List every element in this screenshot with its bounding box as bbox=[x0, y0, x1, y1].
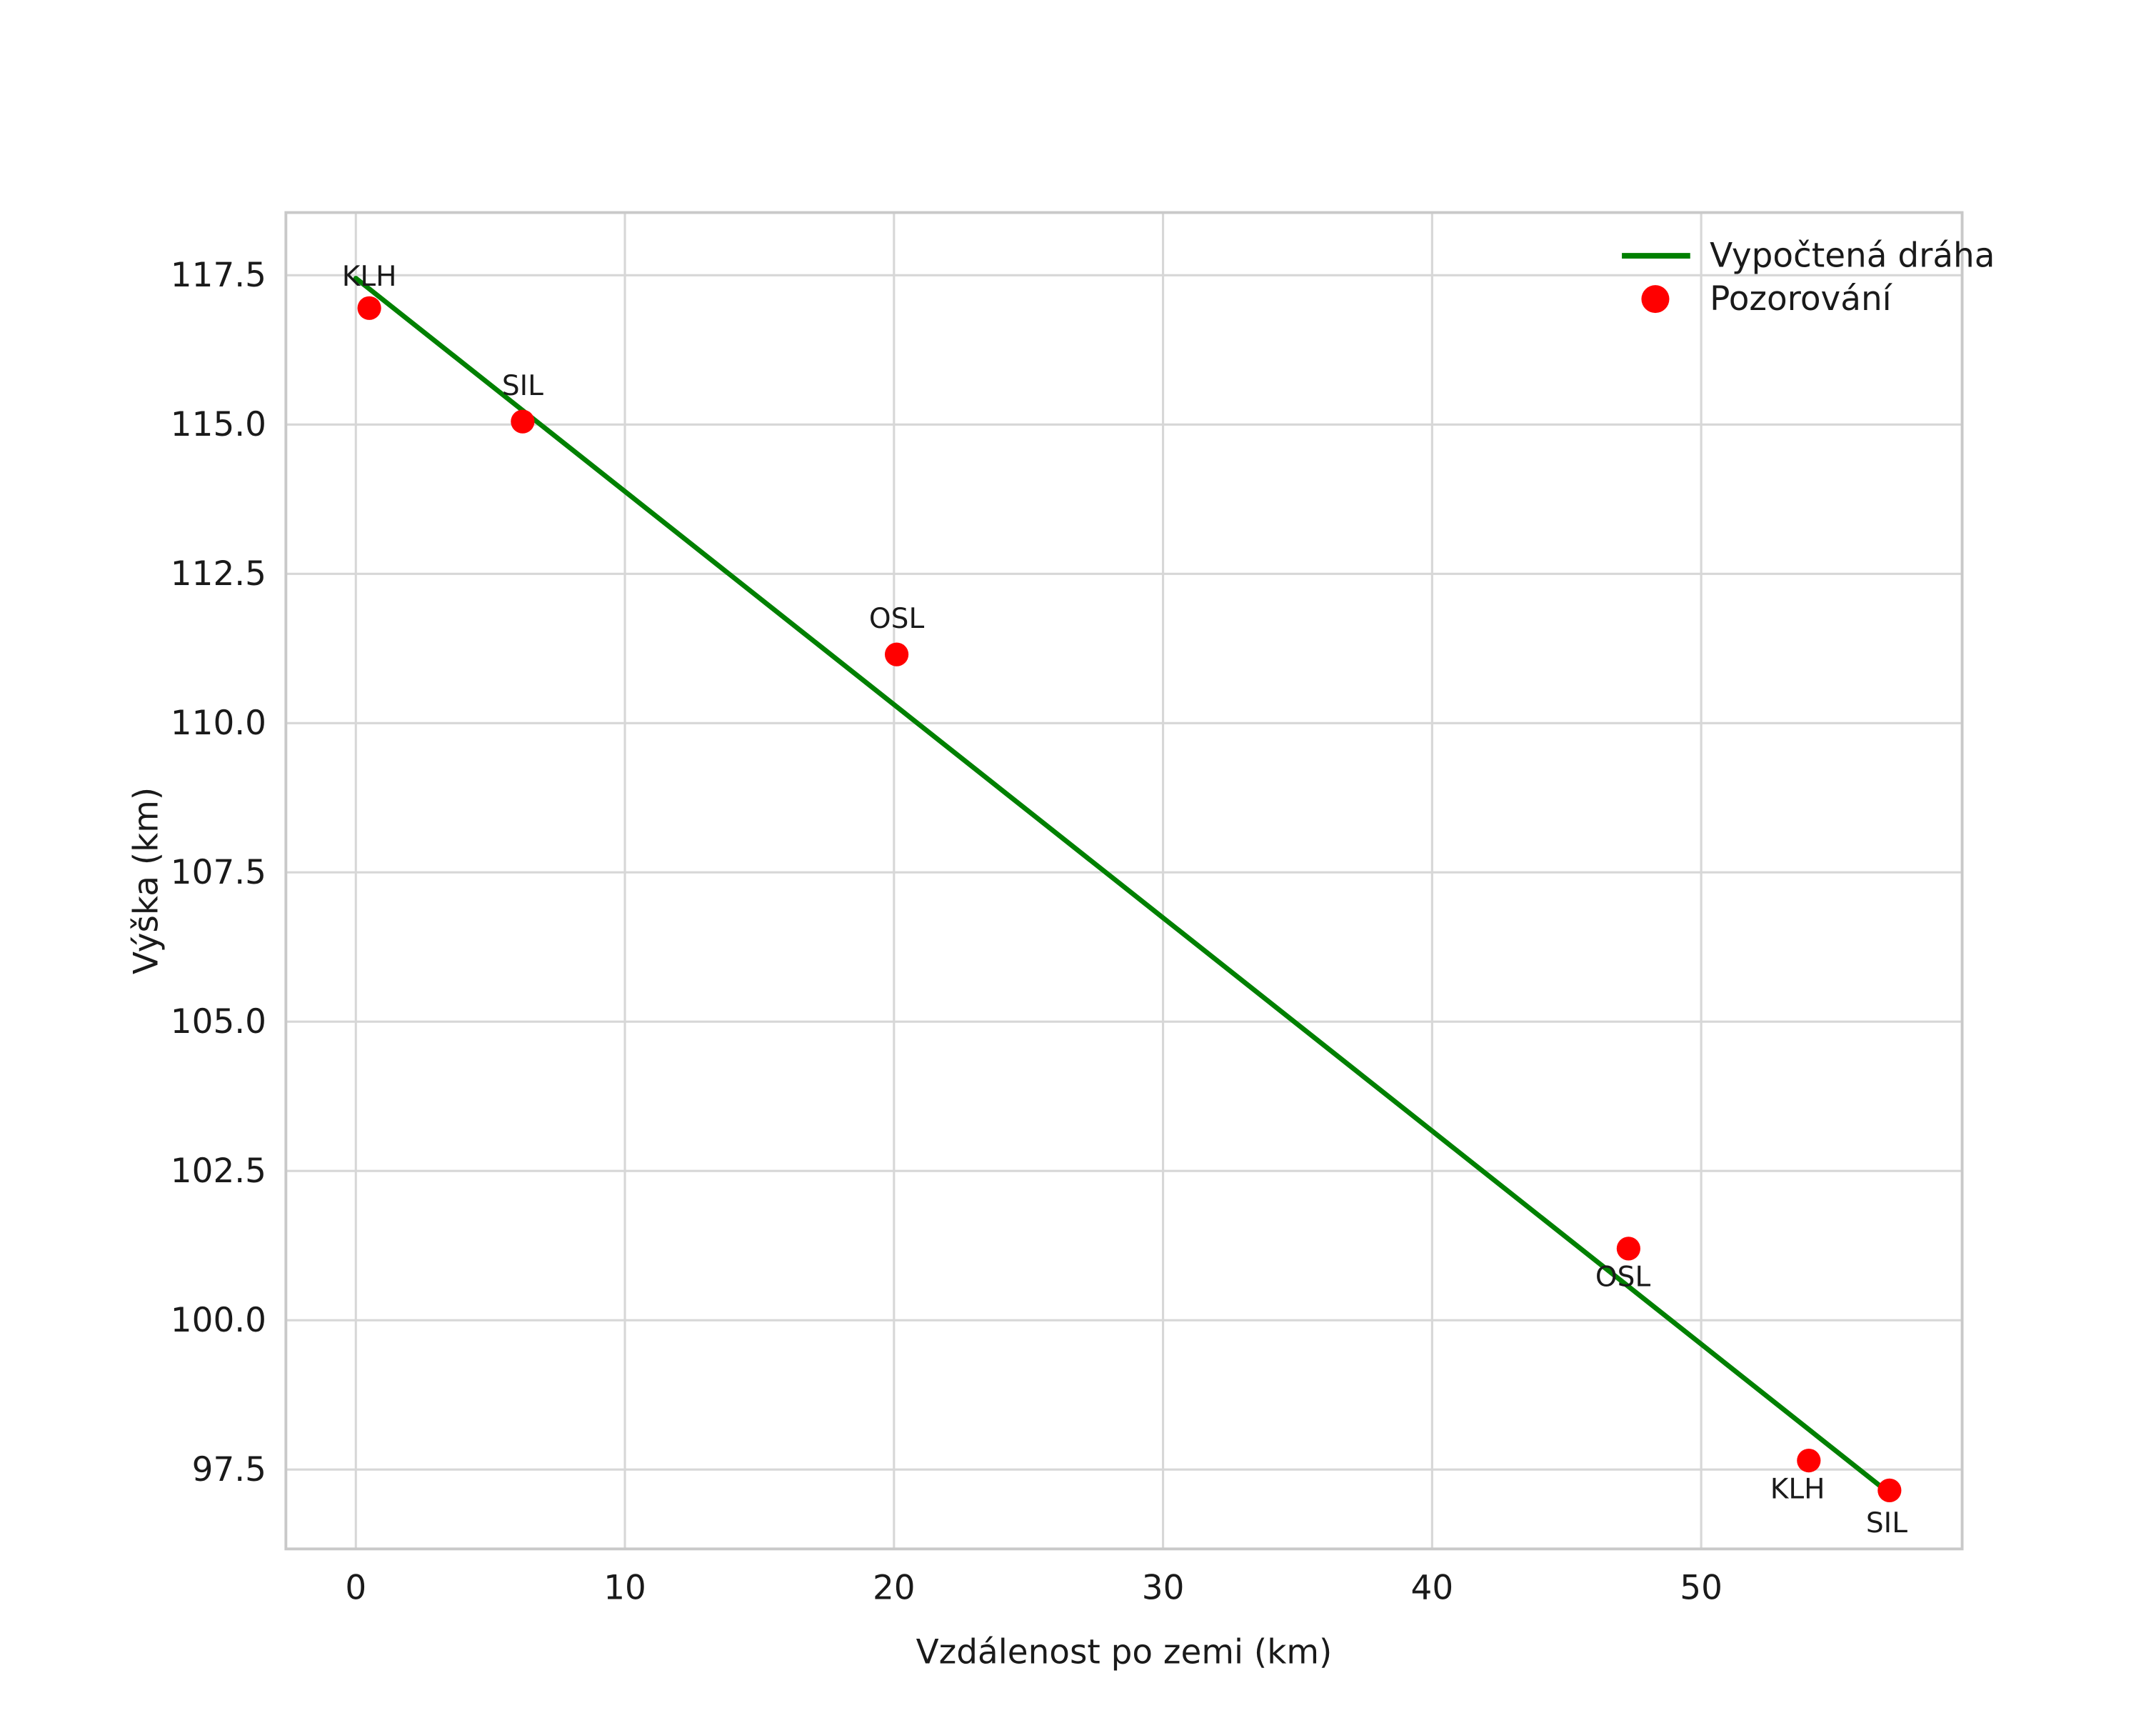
y-axis-label: Výška (km) bbox=[128, 787, 166, 974]
x-tick-label: 50 bbox=[1680, 1569, 1723, 1608]
observation-point-OSL bbox=[1616, 1237, 1640, 1261]
y-tick-label: 110.0 bbox=[171, 704, 266, 743]
point-label-OSL: OSL bbox=[1595, 1262, 1651, 1294]
point-label-KLH: KLH bbox=[342, 261, 397, 293]
legend-label-line: Vypočtená dráha bbox=[1710, 237, 1995, 276]
y-tick-label: 102.5 bbox=[171, 1152, 266, 1191]
y-tick-label: 117.5 bbox=[171, 256, 266, 295]
x-tick-label: 20 bbox=[873, 1569, 916, 1608]
point-label-KLH: KLH bbox=[1770, 1473, 1825, 1505]
observation-point-OSL bbox=[884, 642, 909, 666]
y-tick-label: 97.5 bbox=[192, 1451, 266, 1489]
observation-point-KLH bbox=[357, 296, 381, 320]
observation-point-SIL bbox=[1877, 1478, 1902, 1502]
point-label-OSL: OSL bbox=[869, 603, 925, 635]
x-tick-label: 0 bbox=[345, 1569, 366, 1608]
x-tick-label: 30 bbox=[1142, 1569, 1185, 1608]
legend: Vypočtená dráha Pozorování bbox=[1622, 237, 1995, 319]
x-tick-label: 40 bbox=[1411, 1569, 1454, 1608]
y-tick-label: 100.0 bbox=[171, 1302, 266, 1340]
x-tick-label: 10 bbox=[603, 1569, 646, 1608]
x-axis-label: Vzdálenost po zemi (km) bbox=[916, 1633, 1333, 1672]
grid-layer bbox=[284, 211, 1964, 1551]
y-tick-label: 107.5 bbox=[171, 854, 266, 892]
plot-border bbox=[284, 211, 1964, 1551]
legend-point-sample-icon bbox=[1641, 285, 1670, 314]
y-tick-label: 105.0 bbox=[171, 1003, 266, 1042]
point-label-SIL: SIL bbox=[1866, 1507, 1907, 1539]
observation-point-SIL bbox=[511, 409, 535, 434]
y-tick-label: 115.0 bbox=[171, 406, 266, 444]
point-label-SIL: SIL bbox=[502, 370, 543, 402]
observation-point-KLH bbox=[1797, 1449, 1821, 1473]
legend-label-points: Pozorování bbox=[1710, 280, 1893, 319]
trajectory-line bbox=[353, 276, 1892, 1496]
ticks-layer: 0 10 20 30 40 50 97.5 100.0 102.5 105.0 107.5 110.0… bbox=[171, 256, 1723, 1608]
series-layer: KLH SIL OSL OSL KLH SIL bbox=[342, 261, 1907, 1539]
y-tick-label: 112.5 bbox=[171, 555, 266, 594]
